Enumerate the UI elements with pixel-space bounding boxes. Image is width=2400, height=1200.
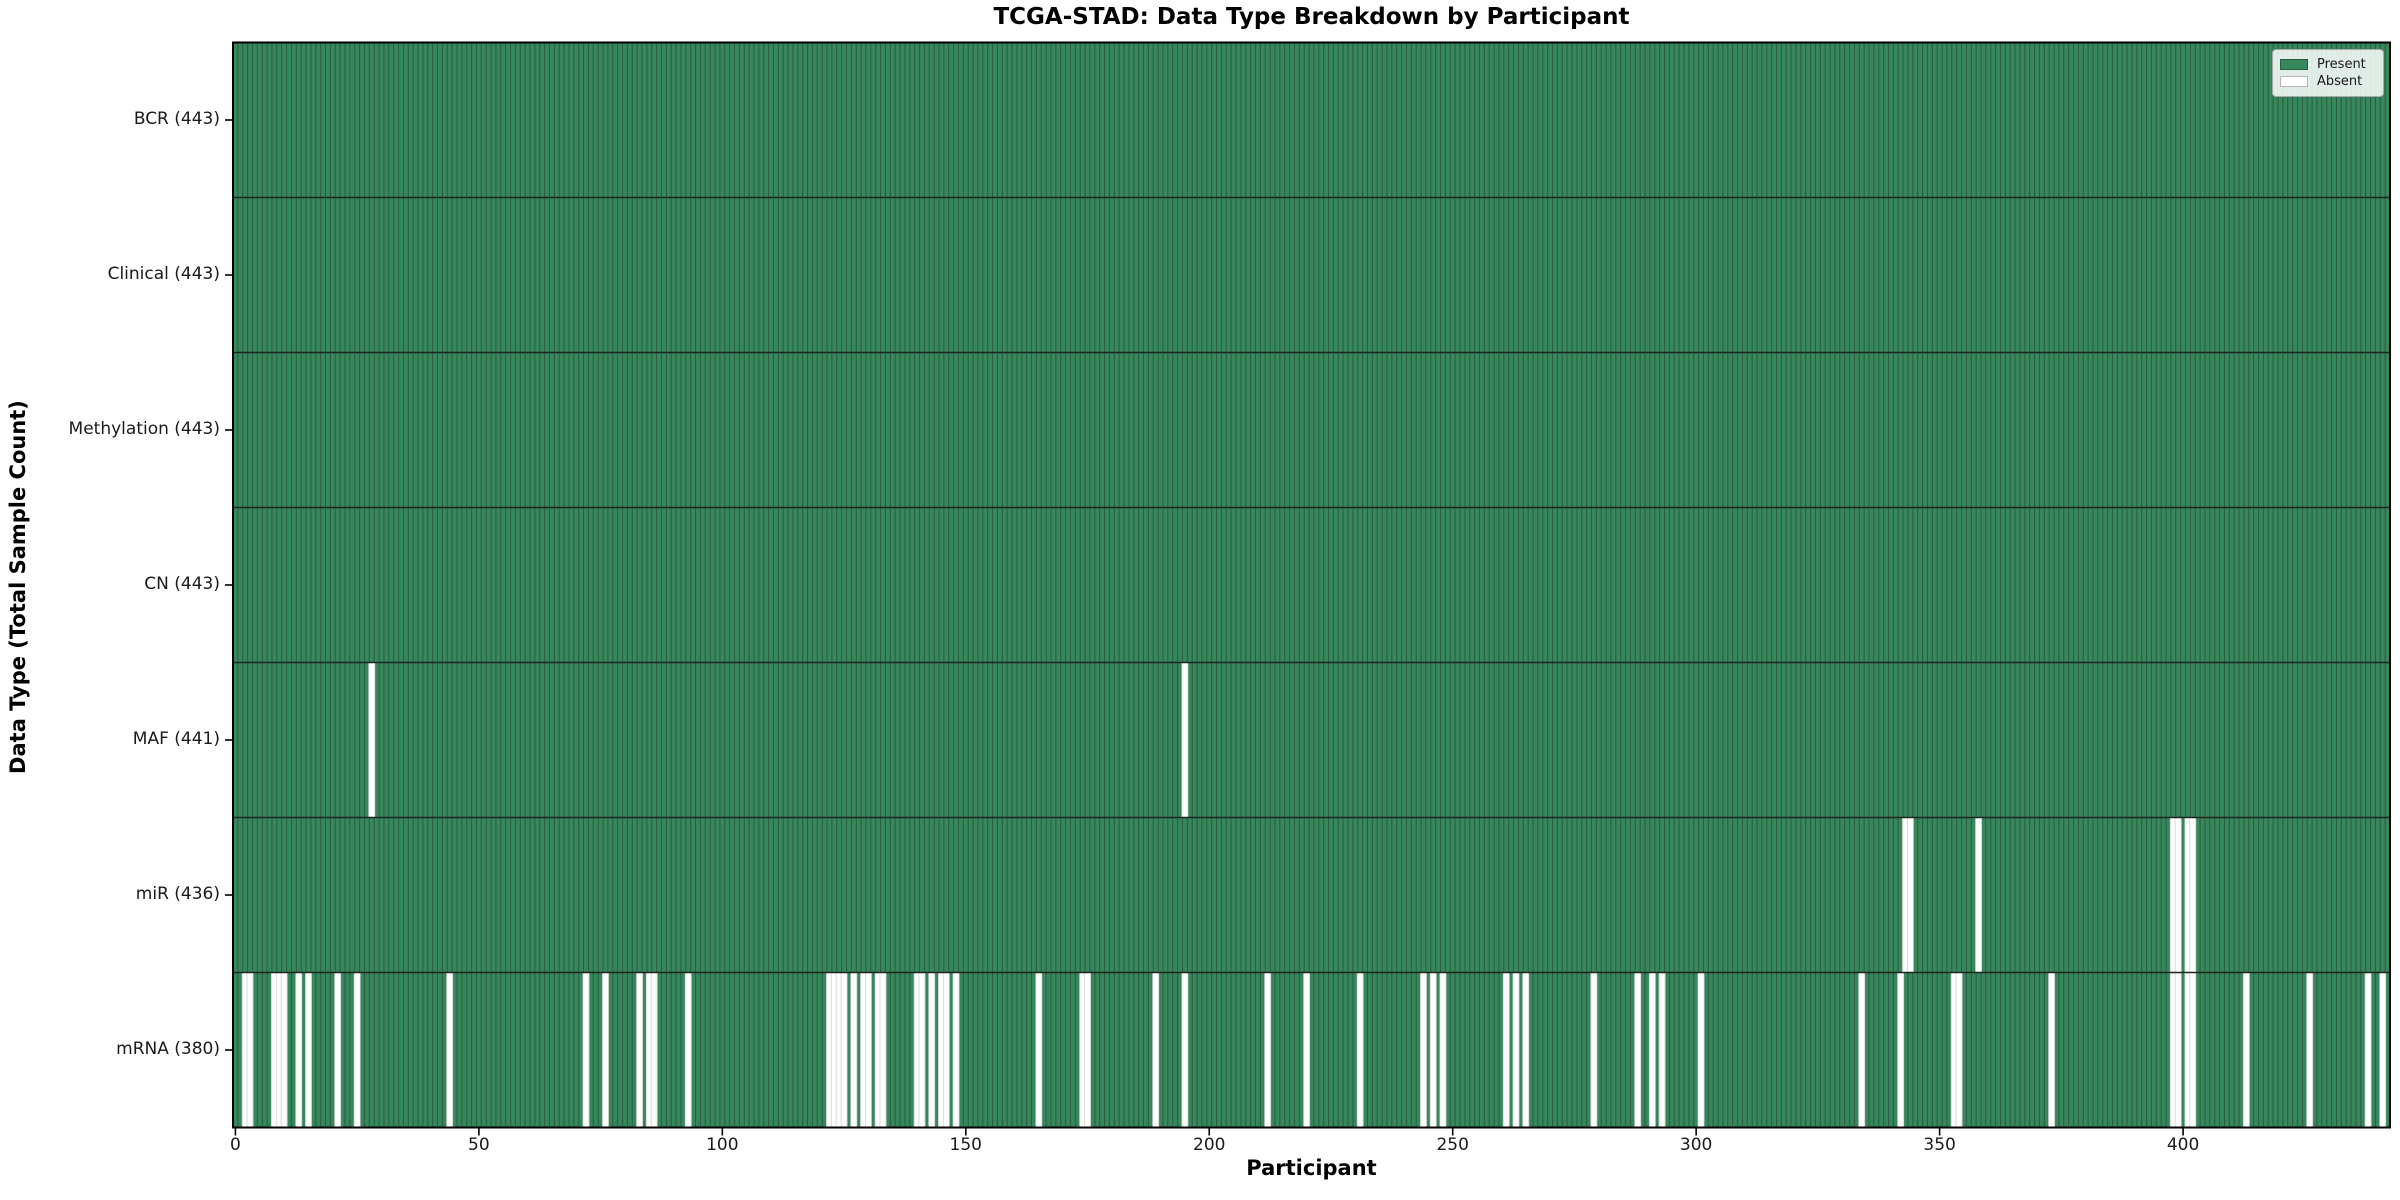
absent-cell-mRNA-10: [280, 972, 288, 1128]
absent-cell-mRNA-279: [1590, 972, 1598, 1128]
absent-cell-mRNA-83: [636, 972, 644, 1128]
absent-cell-mRNA-261: [1502, 972, 1510, 1128]
row-present-Clinical: [233, 197, 2390, 353]
absent-cell-mRNA-399: [2174, 972, 2182, 1128]
chart-title: TCGA-STAD: Data Type Breakdown by Partic…: [993, 4, 1630, 30]
row-present-mRNA: [233, 972, 2390, 1128]
y-tick-label-miR: miR (436): [135, 884, 220, 904]
absent-cell-miR-358: [1975, 817, 1983, 973]
absent-cell-MAF-28: [368, 662, 376, 818]
absent-cell-mRNA-402: [2189, 972, 2197, 1128]
x-tick-label-350: 350: [1923, 1135, 1956, 1155]
absent-cell-mRNA-195: [1181, 972, 1189, 1128]
absent-cell-mRNA-244: [1420, 972, 1427, 1128]
x-tick-label-250: 250: [1436, 1135, 1469, 1155]
absent-cell-mRNA-248: [1439, 972, 1447, 1128]
x-tick-label-50: 50: [468, 1135, 490, 1155]
absent-cell-mRNA-3: [246, 972, 254, 1128]
absent-cell-mRNA-146: [942, 972, 950, 1128]
row-present-BCR: [233, 42, 2390, 198]
absent-cell-mRNA-212: [1264, 972, 1272, 1128]
absent-cell-mRNA-125: [840, 972, 848, 1128]
absent-cell-mRNA-130: [864, 972, 872, 1128]
absent-cell-miR-399: [2174, 817, 2182, 973]
absent-cell-mRNA-44: [446, 972, 454, 1128]
row-present-Methylation: [233, 352, 2390, 508]
legend-label-present: Present: [2317, 57, 2366, 72]
x-tick-label-100: 100: [706, 1135, 739, 1155]
x-tick-label-0: 0: [230, 1135, 241, 1155]
row-present-miR: [233, 817, 2390, 973]
absent-cell-mRNA-93: [684, 972, 692, 1128]
absent-cell-mRNA-220: [1303, 972, 1311, 1128]
present-swatch-icon: [2280, 59, 2308, 70]
absent-cell-mRNA-293: [1658, 972, 1666, 1128]
absent-cell-mRNA-127: [850, 972, 858, 1128]
absent-swatch-icon: [2280, 76, 2308, 87]
absent-cell-mRNA-413: [2242, 972, 2250, 1128]
absent-cell-mRNA-373: [2048, 972, 2056, 1128]
absent-cell-miR-344: [1906, 817, 1914, 973]
absent-cell-miR-402: [2189, 817, 2197, 973]
x-tick-label-300: 300: [1679, 1135, 1713, 1155]
absent-cell-mRNA-148: [952, 972, 960, 1128]
absent-cell-MAF-195: [1181, 662, 1189, 818]
absent-cell-mRNA-21: [334, 972, 342, 1128]
y-tick-label-BCR: BCR (443): [133, 109, 220, 129]
y-tick-label-CN: CN (443): [144, 574, 220, 594]
absent-cell-mRNA-231: [1356, 972, 1364, 1128]
legend: Present Absent: [2272, 49, 2384, 97]
absent-cell-mRNA-291: [1648, 972, 1656, 1128]
absent-cell-mRNA-342: [1897, 972, 1905, 1128]
absent-cell-mRNA-13: [295, 972, 303, 1128]
x-tick-label-400: 400: [2166, 1135, 2200, 1155]
absent-cell-mRNA-133: [879, 972, 887, 1128]
absent-cell-mRNA-72: [582, 972, 590, 1128]
row-present-MAF: [233, 662, 2390, 818]
absent-cell-mRNA-175: [1084, 972, 1091, 1128]
absent-cell-mRNA-15: [305, 972, 312, 1128]
absent-cell-mRNA-301: [1697, 972, 1705, 1128]
absent-cell-mRNA-25: [353, 972, 361, 1128]
y-tick-label-Methylation: Methylation (443): [68, 419, 220, 439]
absent-cell-mRNA-288: [1634, 972, 1642, 1128]
y-tick-label-Clinical: Clinical (443): [107, 264, 220, 284]
absent-cell-mRNA-265: [1522, 972, 1530, 1128]
absent-cell-mRNA-189: [1152, 972, 1160, 1128]
x-tick-label-200: 200: [1193, 1135, 1226, 1155]
absent-cell-mRNA-334: [1858, 972, 1866, 1128]
absent-cell-mRNA-441: [2379, 972, 2387, 1128]
absent-cell-mRNA-143: [928, 972, 936, 1128]
absent-cell-mRNA-76: [602, 972, 609, 1128]
absent-cell-mRNA-165: [1035, 972, 1043, 1128]
row-present-CN: [233, 507, 2390, 663]
absent-cell-mRNA-438: [2364, 972, 2372, 1128]
y-tick-label-mRNA: mRNA (380): [116, 1039, 220, 1059]
absent-cell-mRNA-263: [1512, 972, 1520, 1128]
y-tick-label-MAF: MAF (441): [132, 729, 220, 749]
absent-cell-mRNA-86: [650, 972, 658, 1128]
legend-label-absent: Absent: [2317, 74, 2363, 89]
absent-cell-mRNA-354: [1955, 972, 1963, 1128]
legend-item-present: Present: [2280, 57, 2375, 72]
absent-cell-mRNA-246: [1429, 972, 1437, 1128]
x-axis-label: Participant: [1246, 1156, 1377, 1180]
legend-item-absent: Absent: [2280, 74, 2375, 89]
absent-cell-mRNA-426: [2306, 972, 2314, 1128]
absent-cell-mRNA-141: [918, 972, 926, 1128]
x-tick-label-150: 150: [949, 1135, 982, 1155]
